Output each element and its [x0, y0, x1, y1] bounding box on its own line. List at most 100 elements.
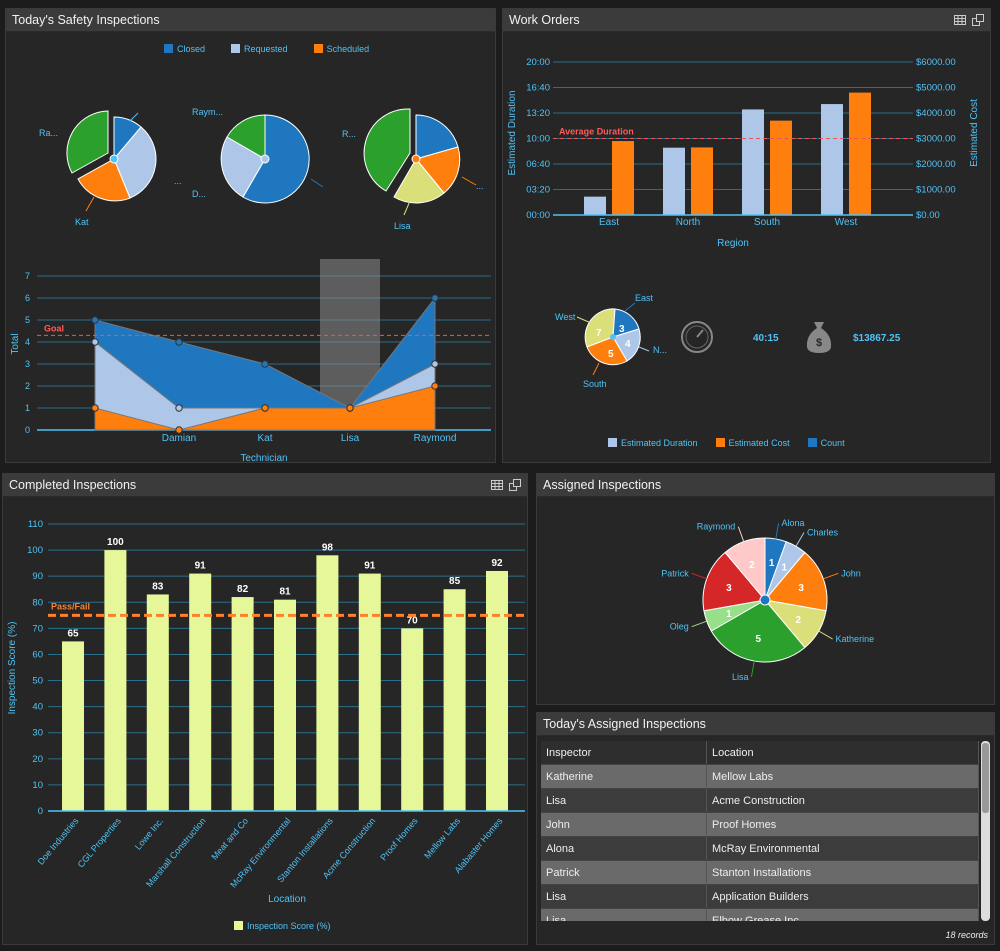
table-row[interactable]: Alona McRay Environmental [541, 836, 979, 861]
data-point-requested[interactable] [175, 404, 183, 412]
bar-inspection-score[interactable] [316, 555, 339, 811]
data-point-scheduled[interactable] [175, 426, 183, 434]
table-row[interactable]: Lisa Elbow Grease Inc. [541, 908, 979, 921]
bar-value-label: 83 [152, 581, 164, 592]
bar-value-label: 91 [364, 561, 376, 572]
pie-slice-label: Oleg [670, 622, 689, 632]
work-orders-title: Work Orders [503, 9, 990, 32]
pie-slice-raymond[interactable] [724, 537, 766, 602]
data-point-requested[interactable] [431, 360, 439, 368]
pie1-label-ra: Ra... [39, 128, 58, 138]
y-axis-title: Inspection Score (%) [7, 622, 18, 715]
pie3-yellow [393, 158, 445, 204]
left-tick-label: 16:40 [526, 83, 550, 94]
data-point-closed[interactable] [261, 360, 269, 368]
pie-slice-john[interactable] [764, 551, 828, 612]
legend-inspection-score[interactable]: Inspection Score (%) [234, 921, 331, 931]
bar-cost[interactable] [770, 120, 792, 215]
pie-leader-line [823, 572, 839, 580]
cell-location: McRay Environmental [706, 836, 979, 861]
bar-inspection-score[interactable] [104, 550, 127, 811]
data-point-scheduled[interactable] [91, 404, 99, 412]
table-row[interactable]: Patrick Stanton Installations [541, 860, 979, 885]
count-pie-west [584, 308, 616, 348]
bar-inspection-score[interactable] [189, 573, 212, 811]
pie-damian[interactable] [220, 114, 324, 204]
column-header-inspector[interactable]: Inspector [541, 741, 707, 765]
bar-duration[interactable] [663, 147, 685, 215]
work-orders-summary: 7 3 4 5 West East N... South 40:15 $ $13… [555, 293, 901, 389]
pie2-label-raym: Raym... [192, 107, 223, 117]
x-axis-title: Region [717, 238, 749, 249]
bar-inspection-score[interactable] [146, 594, 169, 811]
x-tick-label: Lisa [341, 433, 360, 444]
bar-inspection-score[interactable] [358, 573, 381, 811]
table-view-icon[interactable] [491, 479, 503, 491]
legend-count[interactable]: Count [807, 438, 845, 448]
legend-estimated-cost[interactable]: Estimated Cost [715, 438, 790, 448]
data-point-closed[interactable] [91, 316, 99, 324]
bar-inspection-score[interactable] [274, 599, 296, 811]
table-row[interactable]: Lisa Acme Construction [541, 788, 979, 813]
x-tick-label: North [676, 217, 700, 228]
data-point-requested[interactable] [91, 338, 99, 346]
data-point-scheduled[interactable] [261, 404, 269, 412]
column-header-location[interactable]: Location [706, 741, 979, 765]
scrollbar-thumb[interactable] [982, 743, 989, 813]
data-point-closed[interactable] [175, 338, 183, 346]
legend-closed[interactable]: Closed [164, 44, 205, 54]
completed-inspections-panel: Completed Inspections 0 10 20 30 40 50 60 70 80 9… [2, 473, 528, 945]
pie-slice-label: John [841, 568, 861, 578]
cell-inspector: Patrick [541, 860, 707, 885]
pie-slice-label: Katherine [836, 634, 875, 644]
bar-cost[interactable] [612, 141, 634, 215]
bar-inspection-score[interactable] [443, 589, 466, 811]
count-east-value: 3 [619, 324, 625, 335]
bar-duration[interactable] [821, 104, 843, 215]
legend-scheduled[interactable]: Scheduled [313, 44, 369, 54]
pie-leader-line [775, 523, 780, 540]
y-tick-label: 0 [38, 806, 43, 817]
legend-requested[interactable]: Requested [231, 44, 288, 54]
count-label-east: East [635, 293, 654, 303]
money-bag-icon: $ [806, 322, 832, 353]
y-tick-label: 110 [28, 519, 43, 530]
pie3-label-lisa: Lisa [394, 221, 411, 231]
table-row[interactable]: Katherine Mellow Labs [541, 764, 979, 789]
table-row[interactable]: Lisa Application Builders [541, 884, 979, 909]
data-point-closed[interactable] [431, 294, 439, 302]
bar-cost[interactable] [691, 147, 713, 215]
left-tick-label: 03:20 [526, 185, 550, 196]
y-tick-label: 60 [32, 649, 43, 660]
popout-icon[interactable] [972, 14, 984, 26]
pie1-label-kat: Kat [75, 217, 89, 227]
table-view-icon[interactable] [954, 14, 966, 26]
pie-slice-value: 1 [769, 558, 775, 569]
bar-inspection-score[interactable] [62, 641, 84, 811]
x-tick-label: Lowe Inc. [133, 816, 165, 852]
bar-duration[interactable] [584, 196, 606, 215]
bar-value-label: 91 [195, 561, 207, 572]
y-tick-label: 50 [32, 676, 43, 687]
pie-slice-lisa[interactable] [710, 599, 806, 663]
popout-icon[interactable] [509, 479, 521, 491]
data-point-scheduled[interactable] [346, 404, 354, 412]
count-pie[interactable]: 7 3 4 5 [576, 302, 650, 376]
pie-raymond[interactable] [66, 110, 157, 212]
bar-duration[interactable] [742, 109, 764, 215]
bar-cost[interactable] [849, 92, 871, 215]
table-row[interactable]: John Proof Homes [541, 812, 979, 837]
table-scrollbar[interactable] [981, 741, 990, 921]
pie-lisa[interactable] [363, 108, 477, 216]
bar-value-label: 85 [449, 576, 461, 587]
bar-inspection-score[interactable] [231, 597, 254, 811]
legend-estimated-duration[interactable]: Estimated Duration [608, 438, 698, 448]
bar-inspection-score[interactable] [486, 570, 508, 811]
bar-inspection-score[interactable] [401, 628, 424, 811]
data-point-scheduled[interactable] [431, 382, 439, 390]
safety-legend: Closed Requested Scheduled [164, 44, 369, 54]
x-tick-label: West [835, 217, 858, 228]
x-tick-label: CGL Properties [76, 815, 124, 869]
count-west-value: 7 [596, 328, 602, 339]
cell-inspector: Lisa [541, 908, 707, 921]
